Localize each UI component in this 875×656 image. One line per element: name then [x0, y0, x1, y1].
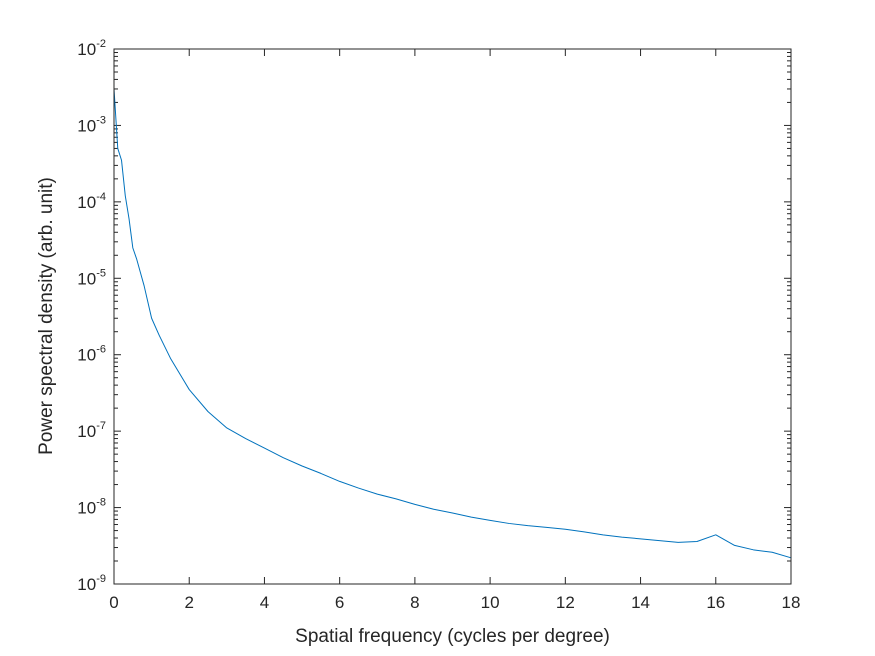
y-tick-label: 10-8 [77, 497, 106, 518]
y-tick-label: 10-2 [77, 38, 106, 59]
y-tick-base: 10 [77, 575, 96, 594]
x-tick-label: 18 [782, 593, 801, 612]
x-tick-label: 14 [631, 593, 650, 612]
series-line-0 [113, 88, 792, 559]
x-axis-label: Spatial frequency (cycles per degree) [295, 626, 610, 647]
y-tick-base: 10 [77, 346, 96, 365]
x-tick-label: 4 [260, 593, 269, 612]
x-tick-label: 16 [706, 593, 725, 612]
plot-area [114, 49, 791, 584]
y-tick-base: 10 [77, 269, 96, 288]
x-tick-label: 2 [184, 593, 193, 612]
y-tick-exponent: -4 [96, 191, 106, 203]
axes-box [113, 48, 792, 585]
x-tick-label: 8 [410, 593, 419, 612]
y-tick-labels: 10-910-810-710-610-510-410-310-2 [77, 38, 106, 594]
y-tick-exponent: -2 [96, 38, 106, 50]
y-tick-base: 10 [77, 422, 96, 441]
x-tick-label: 6 [335, 593, 344, 612]
y-tick-exponent: -6 [96, 344, 106, 356]
y-tick-exponent: -8 [96, 497, 106, 509]
y-tick-exponent: -3 [96, 114, 106, 126]
y-tick-label: 10-9 [77, 573, 106, 594]
y-tick-exponent: -5 [96, 267, 106, 279]
x-tick-label: 12 [556, 593, 575, 612]
x-tick-label: 0 [109, 593, 118, 612]
x-tick-label: 10 [481, 593, 500, 612]
x-tick-labels: 0 2 4 6 8 10 12 14 16 18 [109, 593, 800, 612]
y-tick-base: 10 [77, 40, 96, 59]
y-tick-base: 10 [77, 499, 96, 518]
y-axis-label: Power spectral density (arb. unit) [36, 177, 57, 455]
y-tick-base: 10 [77, 116, 96, 135]
line-layer [113, 88, 792, 559]
y-tick-label: 10-4 [77, 191, 106, 212]
y-tick-label: 10-7 [77, 420, 106, 441]
y-tick-label: 10-6 [77, 344, 106, 365]
y-tick-exponent: -7 [96, 420, 106, 432]
y-tick-label: 10-5 [77, 267, 106, 288]
y-tick-base: 10 [77, 193, 96, 212]
y-tick-exponent: -9 [96, 573, 106, 585]
y-tick-label: 10-3 [77, 114, 106, 135]
